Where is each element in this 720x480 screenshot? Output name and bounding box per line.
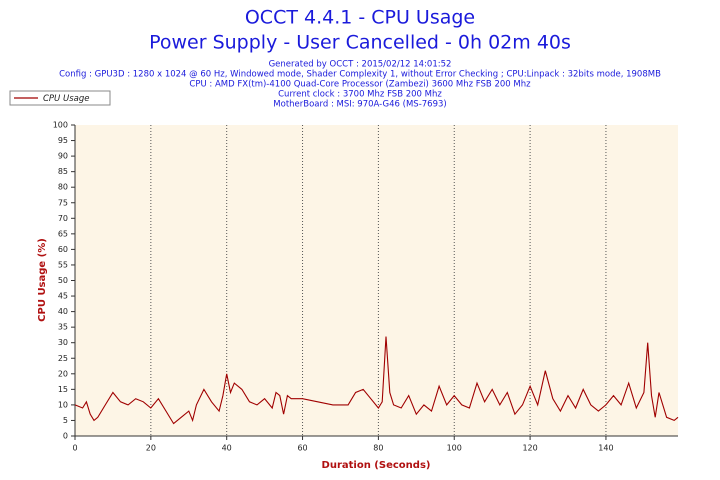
- y-tick-label: 25: [58, 354, 68, 363]
- y-tick-label: 0: [63, 432, 68, 441]
- y-axis-label: CPU Usage (%): [37, 238, 48, 322]
- y-tick-label: 20: [58, 369, 68, 378]
- info-line: CPU : AMD FX(tm)-4100 Quad-Core Processo…: [189, 80, 531, 90]
- x-tick-label: 60: [297, 444, 307, 453]
- x-tick-label: 40: [222, 444, 232, 453]
- legend-box: [9, 90, 111, 106]
- y-tick-label: 55: [58, 260, 68, 269]
- info-line: Config : GPU3D : 1280 x 1024 @ 60 Hz, Wi…: [59, 70, 661, 80]
- y-tick-label: 80: [58, 183, 68, 192]
- x-axis-label: Duration (Seconds): [322, 460, 431, 471]
- x-tick-label: 140: [598, 444, 613, 453]
- x-tick-label: 80: [373, 444, 383, 453]
- chart-title: OCCT 4.4.1 - CPU Usage: [245, 7, 475, 29]
- legend-label: CPU Usage: [43, 94, 89, 104]
- y-tick-label: 5: [63, 416, 68, 425]
- y-tick-label: 15: [58, 385, 68, 394]
- y-tick-label: 50: [58, 276, 68, 285]
- y-tick-label: 65: [58, 229, 68, 238]
- x-tick-label: 0: [72, 444, 77, 453]
- info-line: Current clock : 3700 Mhz FSB 200 Mhz: [278, 90, 442, 100]
- y-tick-label: 70: [58, 214, 68, 223]
- y-tick-label: 10: [58, 400, 68, 409]
- x-tick-label: 20: [146, 444, 156, 453]
- y-tick-label: 60: [58, 245, 68, 254]
- x-tick-label: 100: [447, 444, 462, 453]
- y-tick-label: 75: [58, 198, 68, 207]
- y-tick-label: 85: [58, 167, 68, 176]
- y-tick-label: 45: [58, 292, 68, 301]
- chart-subtitle: Power Supply - User Cancelled - 0h 02m 4…: [149, 32, 571, 54]
- plot-area: [75, 125, 678, 436]
- x-tick-label: 120: [522, 444, 537, 453]
- info-line: Generated by OCCT : 2015/02/12 14:01:52: [269, 60, 452, 70]
- y-tick-label: 35: [58, 323, 68, 332]
- y-tick-label: 95: [58, 136, 68, 145]
- y-tick-label: 100: [53, 121, 68, 130]
- info-line: MotherBoard : MSI: 970A-G46 (MS-7693): [273, 100, 446, 110]
- y-tick-label: 30: [58, 338, 68, 347]
- y-tick-label: 90: [58, 152, 68, 161]
- y-tick-label: 40: [58, 307, 68, 316]
- data-line: [74, 336, 679, 425]
